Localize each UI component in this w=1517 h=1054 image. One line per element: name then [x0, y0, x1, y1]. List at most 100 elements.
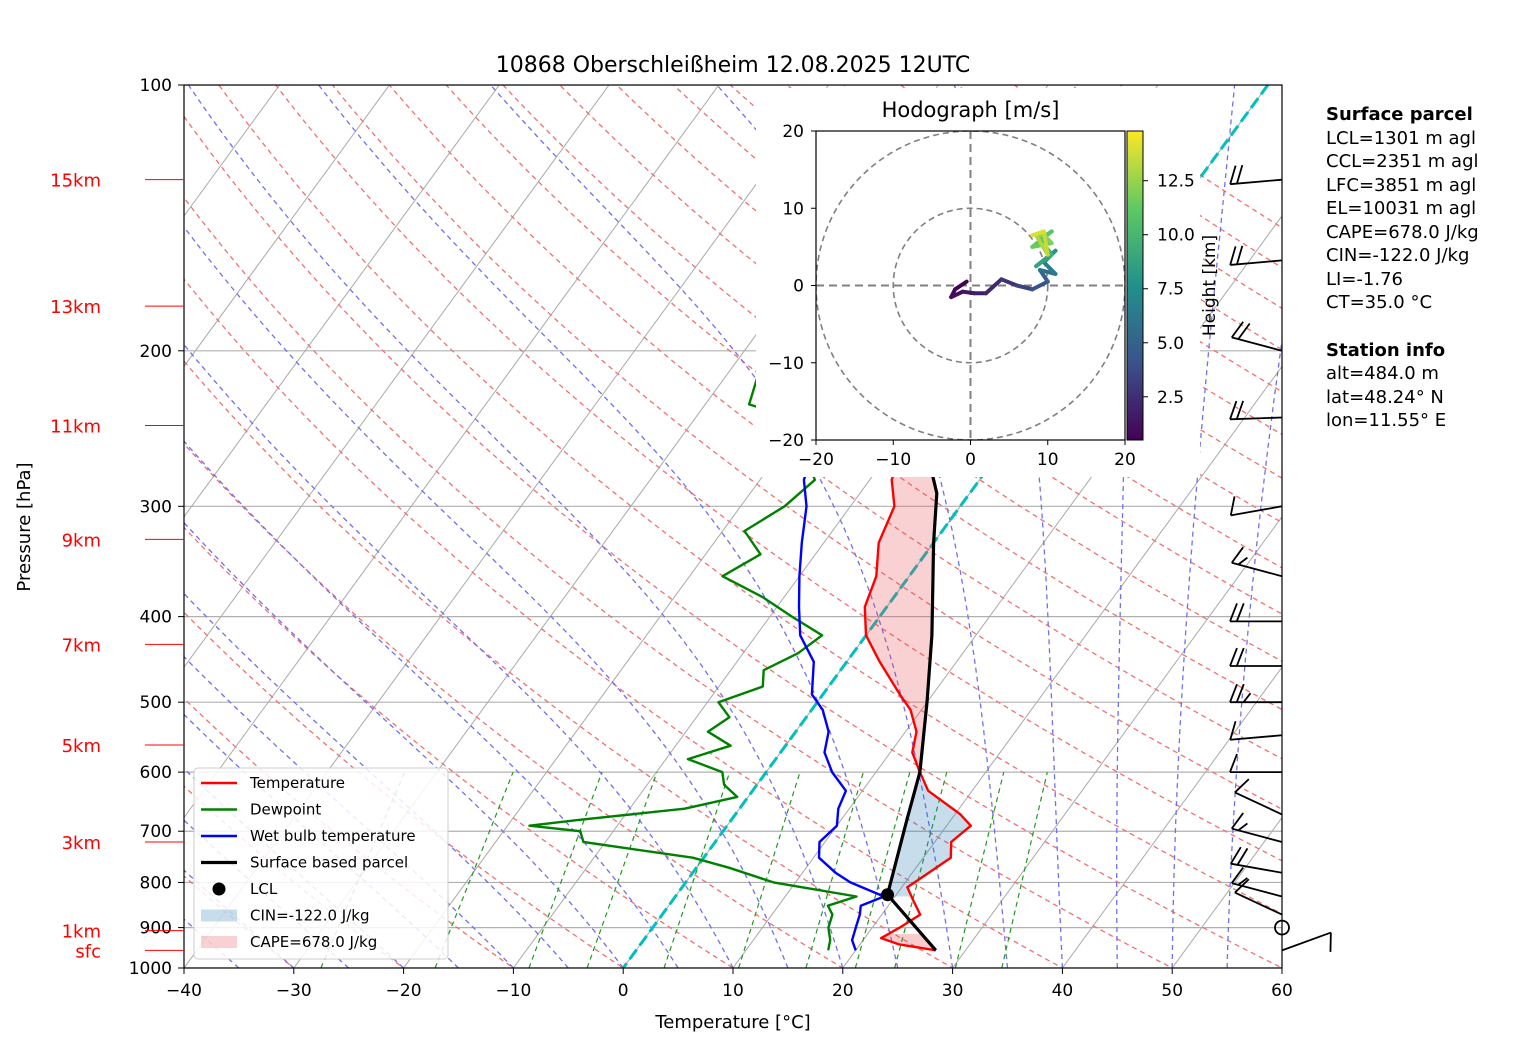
hodograph-ring	[892, 207, 1049, 364]
x-tick-label: 10	[722, 981, 744, 1001]
surface-line-li: LI=-1.76	[1326, 268, 1403, 290]
surface-line-el: EL=10031 m agl	[1326, 198, 1477, 219]
moist-adiabat	[318, 85, 899, 968]
wind-barb	[1229, 647, 1282, 667]
hodograph-y-tick-label: 0	[793, 277, 804, 297]
mixing-ratio-line	[434, 771, 514, 968]
y-axis-label: Pressure [hPa]	[14, 462, 35, 591]
colorbar-tick-label: 7.5	[1157, 280, 1184, 300]
hodograph-x-tick-label: −10	[875, 450, 911, 470]
wind-barb-feather	[1237, 556, 1248, 566]
wind-barb	[1230, 846, 1283, 874]
y-tick-label: 300	[140, 497, 172, 517]
surface-line-ct: CT=35.0 °C	[1326, 292, 1433, 313]
series-dewpoint	[528, 179, 858, 951]
surface-line-cin: CIN=-122.0 J/kg	[1326, 245, 1470, 266]
wind-barb-feather	[1229, 603, 1238, 622]
surface-line-lfc: LFC=3851 m agl	[1326, 174, 1477, 196]
wind-barb-feather	[1236, 164, 1244, 184]
height-label: 3km	[62, 833, 101, 854]
colorbar-label: Height [km]	[1200, 235, 1220, 336]
isotherm-gridline	[1061, 666, 1282, 968]
isotherm-gridline	[184, 85, 391, 368]
moist-adiabat	[184, 226, 789, 968]
hodograph-y-tick-label: −20	[768, 431, 804, 451]
dry-adiabat	[729, 85, 1282, 479]
wind-barb-feather	[1229, 400, 1238, 420]
wind-barb-feather	[1231, 812, 1244, 830]
moist-adiabat	[1171, 85, 1236, 968]
station-line-lat: lat=48.24° N	[1326, 386, 1444, 408]
wind-barb-feather	[1229, 496, 1236, 516]
wind-barb	[1229, 400, 1283, 421]
x-tick-label: 60	[1271, 981, 1293, 1001]
wind-barb	[1231, 812, 1283, 843]
wind-barbs	[1229, 164, 1332, 952]
y-tick-label: 100	[140, 76, 172, 96]
wind-barb	[1281, 931, 1332, 952]
hodograph-x-tick-label: 20	[1114, 450, 1136, 470]
wind-barb	[1229, 753, 1282, 774]
wind-barb-feather	[1230, 846, 1242, 865]
hodograph-y-tick-label: 20	[782, 122, 804, 142]
wind-barb-feather	[1242, 692, 1252, 703]
hodograph-segment	[999, 277, 1019, 288]
y-tick-label: 500	[140, 693, 172, 713]
wind-barb-feather	[1237, 877, 1248, 886]
wind-barb-feather	[1235, 647, 1245, 667]
hodograph-segment	[949, 289, 965, 300]
legend-label: LCL	[250, 880, 278, 898]
wind-barb-feather	[1229, 246, 1237, 266]
x-axis-label: Temperature [°C]	[654, 1012, 810, 1033]
hodograph-x-tick-label: −20	[798, 450, 834, 470]
surface-line-lcl: LCL=1301 m agl	[1326, 127, 1476, 149]
wind-barb	[1231, 321, 1283, 352]
y-tick-label: 900	[140, 919, 172, 939]
calm-wind-circle	[1274, 919, 1290, 936]
y-tick-label: 400	[140, 608, 172, 628]
legend-swatch	[212, 882, 226, 896]
hodograph-segment	[1014, 283, 1035, 292]
wind-barb-feather	[1231, 546, 1244, 564]
hodograph-segment	[1034, 252, 1054, 269]
dry-adiabat	[218, 85, 1282, 915]
legend-label: Surface based parcel	[250, 854, 408, 872]
wind-barb-feather	[1234, 878, 1250, 894]
x-tick-label: 30	[942, 981, 964, 1001]
isotherm-gridline	[184, 85, 610, 669]
cape-fill-low	[881, 933, 936, 951]
isotherm-gridline	[184, 85, 500, 518]
x-tick-label: 50	[1161, 981, 1183, 1001]
wind-barb-feather	[1229, 753, 1238, 773]
moist-adiabat	[184, 592, 569, 968]
wind-barb-staff	[1230, 862, 1283, 874]
dry-adiabat	[184, 526, 735, 968]
wind-barb	[1231, 866, 1283, 898]
hodograph-segment	[1041, 260, 1058, 276]
hodograph-plot	[816, 131, 1125, 440]
wind-barb-staff	[1231, 827, 1283, 843]
dry-adiabat	[331, 85, 1282, 811]
mixing-ratio-line	[738, 771, 801, 968]
y-tick-label: 800	[140, 873, 172, 893]
x-tick-label: −20	[386, 981, 422, 1001]
height-label: 15km	[50, 171, 101, 192]
hodograph-segment	[1030, 279, 1050, 292]
wind-barb	[1231, 546, 1283, 578]
height-label: 1km	[62, 922, 101, 943]
wind-barb-feather	[1229, 647, 1238, 667]
wind-barb	[1234, 778, 1283, 816]
legend: Temperature Dewpoint Wet bulb temperature S…	[193, 767, 449, 960]
chart-title: 10868 Oberschleißheim 12.08.2025 12UTC	[496, 53, 971, 78]
wind-barb-feather	[1229, 165, 1237, 185]
hodograph-y-tick-label: 10	[782, 199, 804, 219]
x-tick-label: 40	[1052, 981, 1074, 1001]
wind-barb-feather	[1235, 683, 1245, 703]
wind-barb-feather	[1229, 720, 1237, 741]
wind-barb-feather	[1234, 778, 1250, 794]
x-tick-label: 0	[618, 981, 629, 1001]
legend-label: Dewpoint	[250, 801, 321, 819]
height-label: 11km	[50, 416, 101, 437]
